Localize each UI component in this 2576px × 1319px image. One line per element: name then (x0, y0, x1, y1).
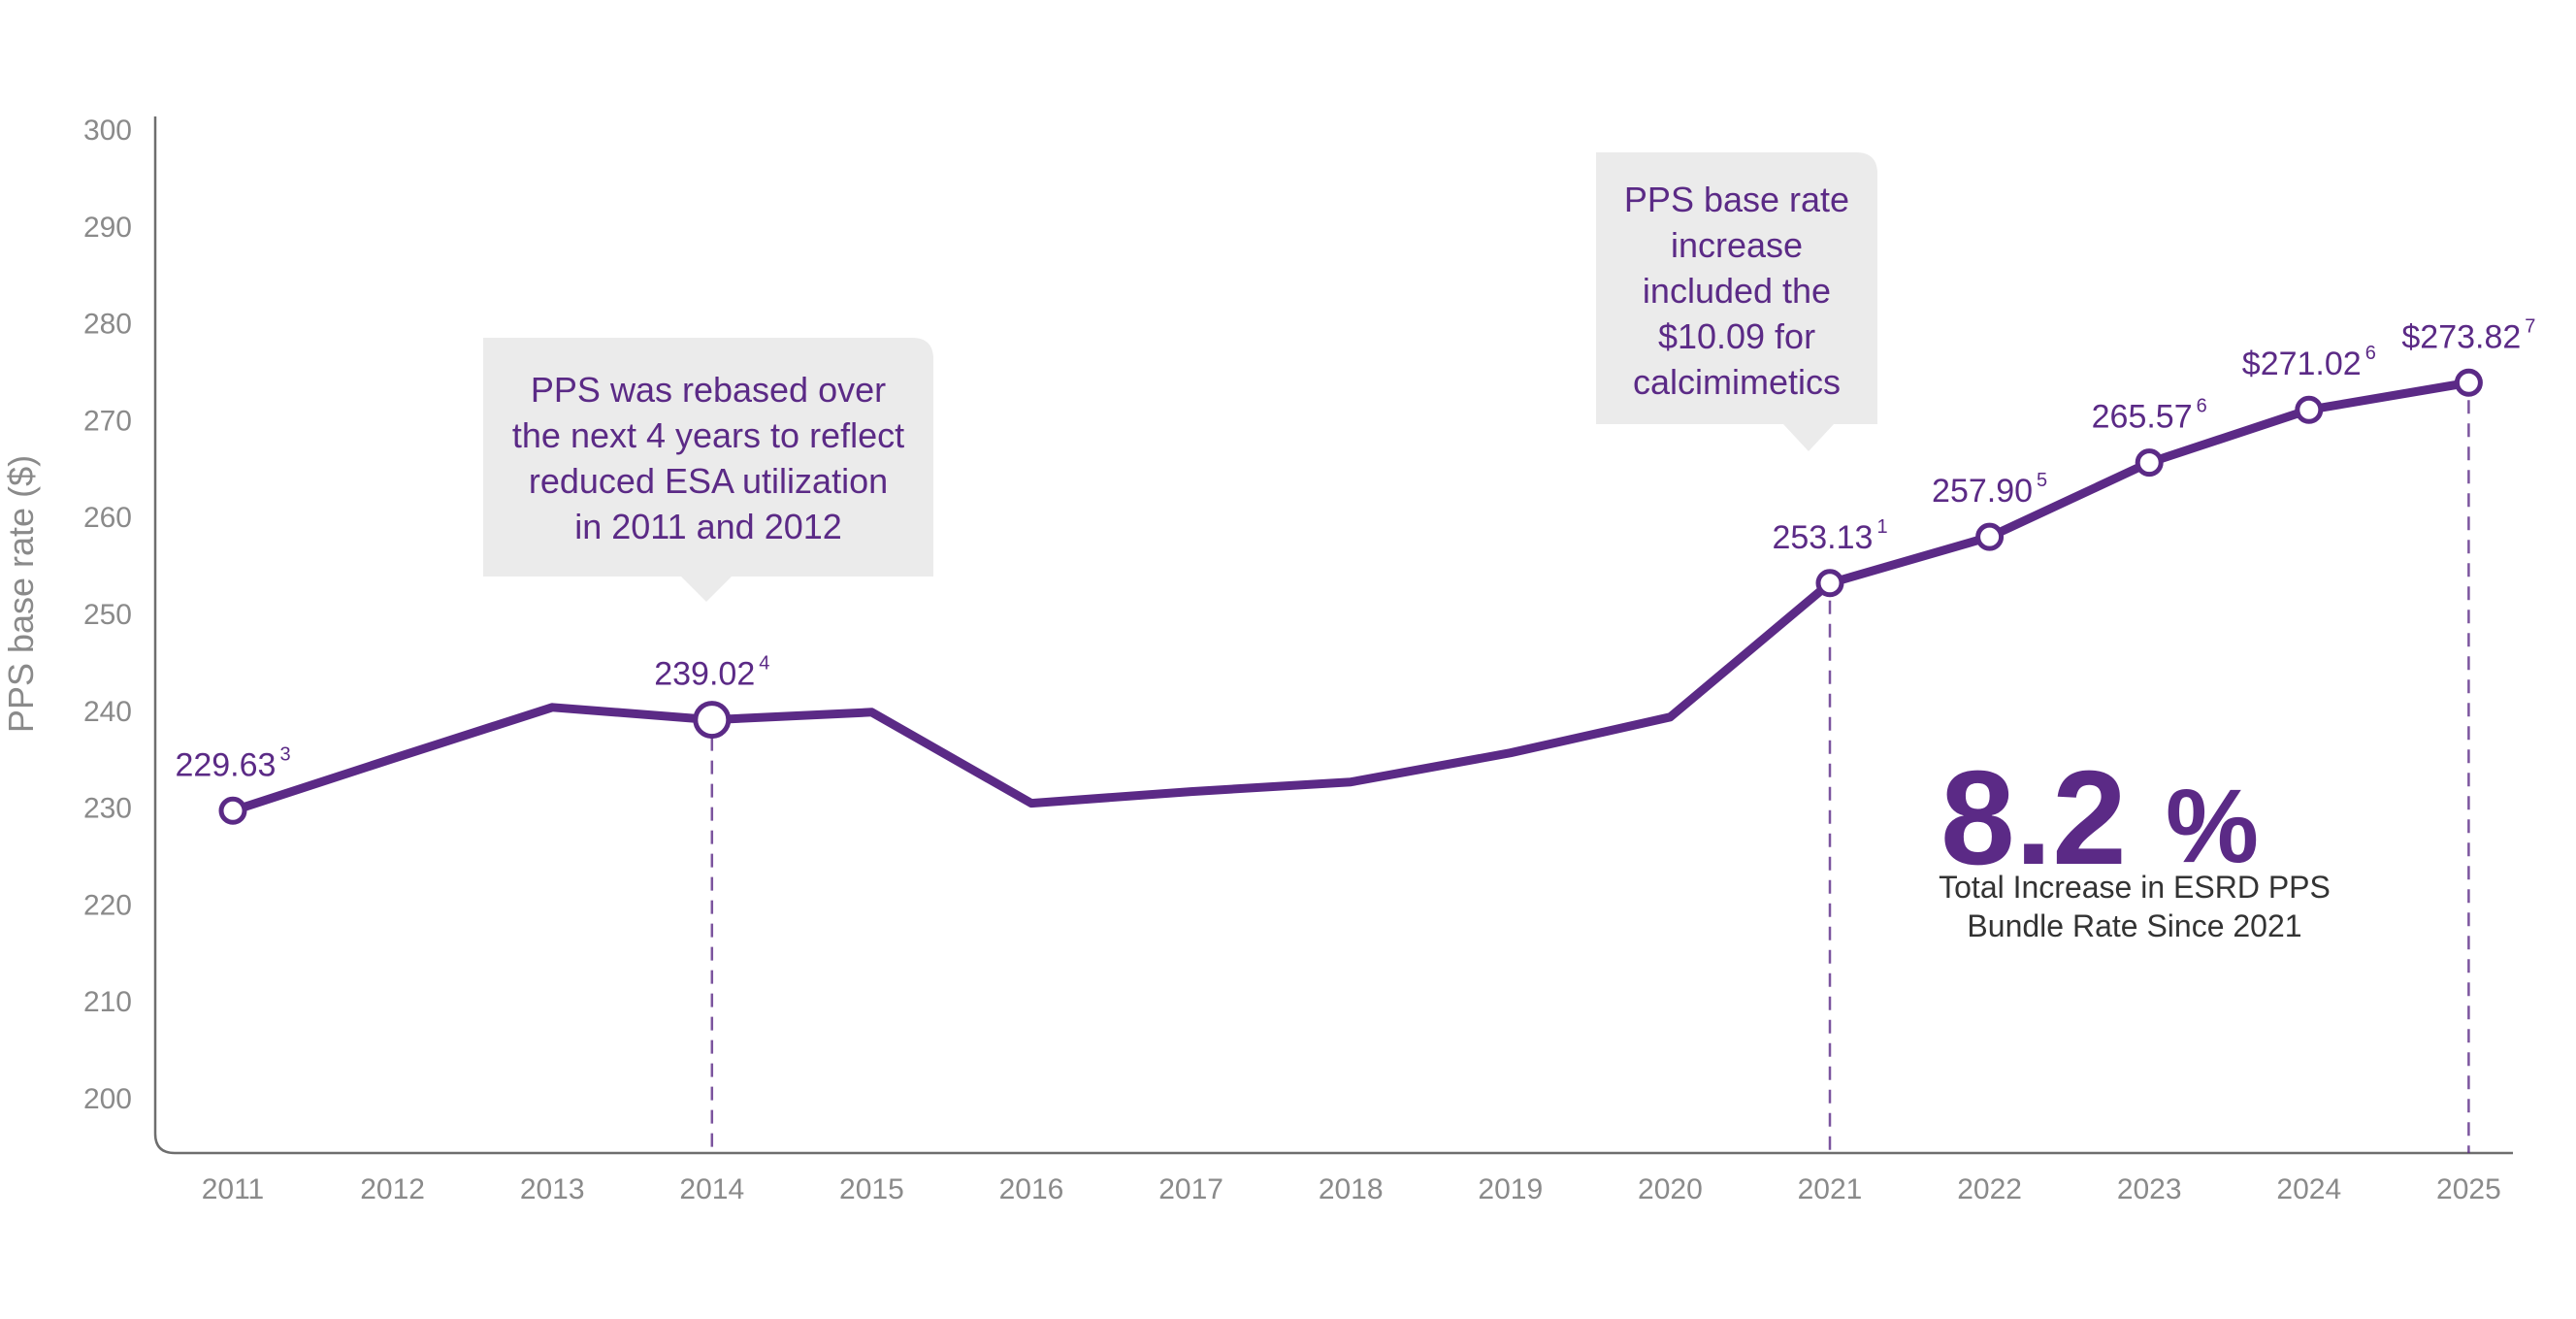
data-point-marker (1815, 569, 1844, 598)
y-tick-label: 210 (83, 986, 132, 1018)
callout-text-line: PPS base rate (1624, 180, 1849, 219)
y-tick-label: 200 (83, 1083, 132, 1115)
highlight-value: 8.2 (1940, 743, 2127, 893)
callout-text-line: the next 4 years to reflect (512, 415, 904, 455)
data-point-marker (693, 701, 732, 740)
highlight-caption-line: Total Increase in ESRD PPS (1939, 870, 2331, 905)
callout-text-line: calcimimetics (1633, 362, 1841, 402)
x-tick-label: 2017 (1158, 1173, 1223, 1205)
y-tick-label: 270 (83, 405, 132, 437)
y-tick-label: 290 (83, 212, 132, 244)
x-tick-label: 2021 (1798, 1173, 1863, 1205)
data-point-marker (1975, 522, 2005, 551)
y-tick-label: 240 (83, 696, 132, 728)
callout-box (1596, 152, 1877, 451)
x-tick-label: 2018 (1319, 1173, 1384, 1205)
y-tick-label: 260 (83, 502, 132, 534)
y-tick-label: 230 (83, 793, 132, 825)
x-tick-label: 2012 (360, 1173, 425, 1205)
data-point-marker (218, 796, 247, 825)
data-point-marker (2135, 448, 2164, 478)
x-tick-label: 2011 (202, 1173, 265, 1205)
callout-text-line: included the (1643, 271, 1831, 311)
callout-text-line: PPS was rebased over (531, 370, 886, 410)
data-label: 265.57 6 (2092, 396, 2207, 436)
data-label: 257.90 5 (1932, 470, 2047, 510)
x-tick-label: 2016 (999, 1173, 1064, 1205)
data-point-marker (2295, 395, 2324, 424)
series-line (228, 378, 2473, 815)
y-tick-label: 280 (83, 309, 132, 341)
x-tick-label: 2013 (520, 1173, 585, 1205)
y-tick-label: 250 (83, 599, 132, 631)
callout-text-line: reduced ESA utilization (529, 461, 888, 501)
highlight-caption-line: Bundle Rate Since 2021 (1967, 908, 2301, 943)
y-tick-label: 220 (83, 889, 132, 921)
data-label: 253.13 1 (1772, 516, 1887, 556)
y-axis-label: PPS base rate ($) (1, 455, 41, 733)
data-label: 229.63 3 (175, 743, 290, 783)
x-tick-label: 2014 (679, 1173, 744, 1205)
x-tick-label: 2022 (1957, 1173, 2022, 1205)
data-label: $273.82 7 (2401, 315, 2535, 355)
x-tick-label: 2025 (2436, 1173, 2501, 1205)
y-tick-label: 300 (83, 115, 132, 147)
axis-lines (153, 116, 2513, 1155)
x-tick-label: 2024 (2276, 1173, 2341, 1205)
highlight-unit: % (2166, 767, 2259, 884)
x-tick-label: 2023 (2117, 1173, 2182, 1205)
callout-text-line: in 2011 and 2012 (574, 507, 842, 546)
x-tick-label: 2019 (1478, 1173, 1543, 1205)
x-tick-label: 2020 (1638, 1173, 1703, 1205)
callout-text-line: $10.09 for (1658, 316, 1815, 356)
x-tick-label: 2015 (839, 1173, 904, 1205)
callout-text-line: increase (1671, 225, 1803, 265)
data-label: $271.02 6 (2242, 343, 2376, 382)
data-point-marker (2454, 368, 2483, 397)
callout-box (483, 338, 933, 602)
data-label: 239.02 4 (654, 653, 769, 693)
